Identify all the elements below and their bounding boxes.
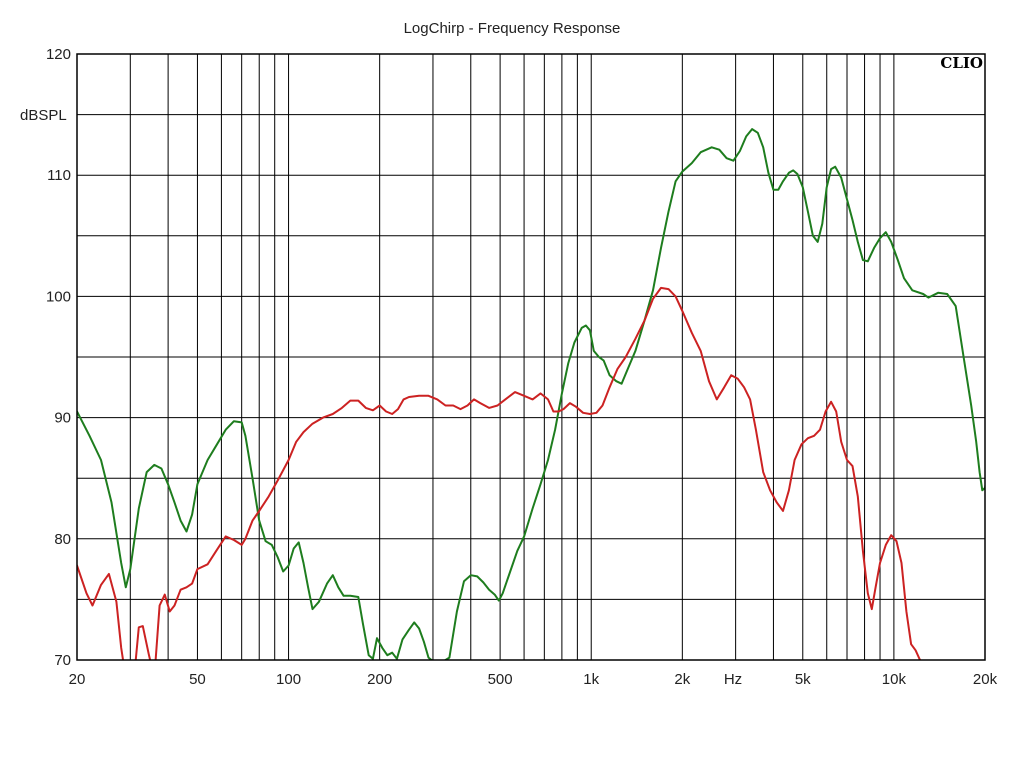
- x-tick-label: 50: [189, 671, 206, 688]
- x-tick-label: 100: [276, 671, 301, 688]
- x-tick-label: 200: [367, 671, 392, 688]
- x-tick-label: 5k: [795, 671, 811, 688]
- red-response-curve: [77, 286, 922, 660]
- y-tick-label: 100: [46, 288, 71, 305]
- x-tick-label: 20: [69, 671, 86, 688]
- tick-labels: 20 50 100 200 500 1k 2k 5k 10k 20k 70 80 90 100 110 120: [46, 46, 998, 688]
- x-tick-label: 1k: [583, 671, 599, 688]
- y-tick-label: 90: [54, 410, 71, 427]
- y-tick-label: 80: [54, 531, 71, 548]
- x-tick-label: 2k: [674, 671, 690, 688]
- y-tick-label: 70: [54, 652, 71, 669]
- clio-brand-logo: CLIO: [940, 54, 983, 72]
- green-response-curve: [77, 128, 985, 660]
- response-curves: [77, 128, 985, 660]
- y-tick-label: 120: [46, 46, 71, 63]
- x-tick-label: 500: [488, 671, 513, 688]
- x-axis-label: Hz: [724, 671, 742, 688]
- plot-frame: [76, 53, 986, 661]
- y-tick-label: 110: [47, 167, 71, 184]
- x-tick-label: 10k: [882, 671, 907, 688]
- x-tick-label: 20k: [973, 671, 998, 688]
- y-axis-label: dBSPL: [20, 107, 67, 124]
- grid-lines: [77, 54, 985, 660]
- chart-title: LogChirp - Frequency Response: [404, 20, 621, 37]
